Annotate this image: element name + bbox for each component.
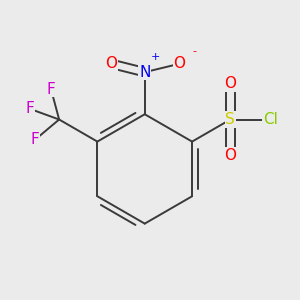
Text: O: O <box>105 56 117 71</box>
Text: F: F <box>46 82 55 97</box>
Text: O: O <box>224 76 236 91</box>
Text: Cl: Cl <box>263 112 278 127</box>
Text: F: F <box>25 101 34 116</box>
Text: O: O <box>173 56 185 71</box>
Text: O: O <box>224 148 236 163</box>
Text: -: - <box>192 46 196 56</box>
Text: N: N <box>139 65 150 80</box>
Text: F: F <box>31 132 39 147</box>
Text: +: + <box>151 52 160 62</box>
Text: S: S <box>226 112 235 127</box>
